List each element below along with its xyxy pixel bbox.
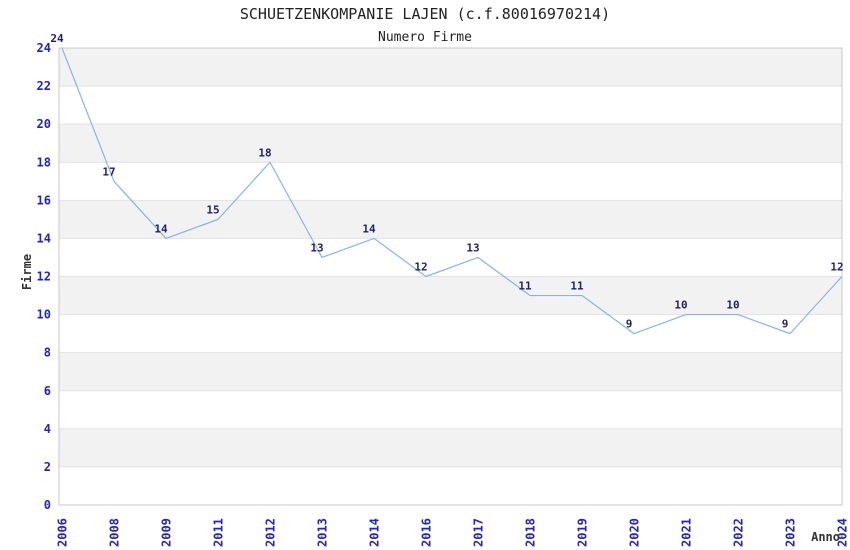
- x-tick-label: 2006: [56, 518, 70, 547]
- data-label: 12: [414, 261, 427, 274]
- plot-band: [59, 276, 842, 315]
- data-label: 13: [466, 241, 479, 254]
- data-label: 11: [570, 280, 584, 293]
- data-label: 11: [518, 280, 532, 293]
- y-tick-label: 12: [37, 270, 51, 284]
- data-label: 17: [102, 165, 115, 178]
- x-tick-label: 2021: [680, 518, 694, 547]
- data-label: 18: [258, 146, 271, 159]
- plot-band: [59, 200, 842, 239]
- data-label: 10: [674, 299, 687, 312]
- data-label: 14: [362, 222, 376, 235]
- x-axis-title: Anno: [811, 530, 840, 544]
- y-tick-label: 16: [37, 193, 51, 207]
- data-label: 12: [830, 261, 843, 274]
- data-label: 14: [154, 222, 168, 235]
- y-tick-label: 8: [44, 346, 51, 360]
- x-tick-label: 2018: [524, 518, 538, 547]
- x-tick-label: 2013: [316, 518, 330, 547]
- plot-bands: [59, 48, 842, 467]
- y-tick-label: 2: [44, 460, 51, 474]
- x-tick-label: 2023: [784, 518, 798, 547]
- chart-title: SCHUETZENKOMPANIE LAJEN (c.f.80016970214…: [240, 5, 610, 23]
- y-tick-label: 20: [37, 117, 51, 131]
- y-tick-label: 14: [37, 231, 51, 245]
- plot-band: [59, 124, 842, 163]
- chart-subtitle: Numero Firme: [378, 30, 472, 45]
- data-label: 15: [206, 203, 219, 216]
- x-tick-label: 2014: [368, 518, 382, 547]
- y-tick-label: 24: [37, 41, 51, 55]
- data-label: 9: [782, 318, 789, 331]
- x-tick-label: 2016: [420, 518, 434, 547]
- x-tick-label: 2011: [212, 518, 226, 547]
- y-tick-label: 10: [37, 308, 51, 322]
- x-axis-tick-labels: 2006 2008 2009 2011 2012 2013 2014 2016 2017 2018…: [56, 518, 850, 547]
- data-label: 24: [50, 32, 64, 45]
- x-tick-label: 2019: [576, 518, 590, 547]
- data-point-labels: 24 17 14 15 18 13 14 12 13 11 11 9 10 10 9 12: [50, 32, 843, 331]
- series-polyline: [61, 47, 843, 335]
- data-label: 9: [626, 318, 633, 331]
- x-tick-label: 2009: [160, 518, 174, 547]
- y-axis-title: Firme: [20, 254, 34, 290]
- data-label: 10: [726, 299, 739, 312]
- x-tick-label: 2012: [264, 518, 278, 547]
- y-tick-label: 6: [44, 384, 51, 398]
- x-tick-label: 2024: [836, 518, 850, 547]
- data-label: 13: [310, 241, 323, 254]
- x-tick-label: 2022: [732, 518, 746, 547]
- data-series-line: [61, 47, 843, 335]
- plot-band: [59, 352, 842, 391]
- plot-band: [59, 48, 842, 87]
- y-tick-label: 4: [44, 422, 51, 436]
- y-tick-label: 18: [37, 155, 51, 169]
- plot-band: [59, 428, 842, 467]
- y-tick-label: 0: [44, 498, 51, 512]
- y-tick-label: 22: [37, 79, 51, 93]
- x-tick-label: 2020: [628, 518, 642, 547]
- x-tick-label: 2008: [108, 518, 122, 547]
- x-tick-label: 2017: [472, 518, 486, 547]
